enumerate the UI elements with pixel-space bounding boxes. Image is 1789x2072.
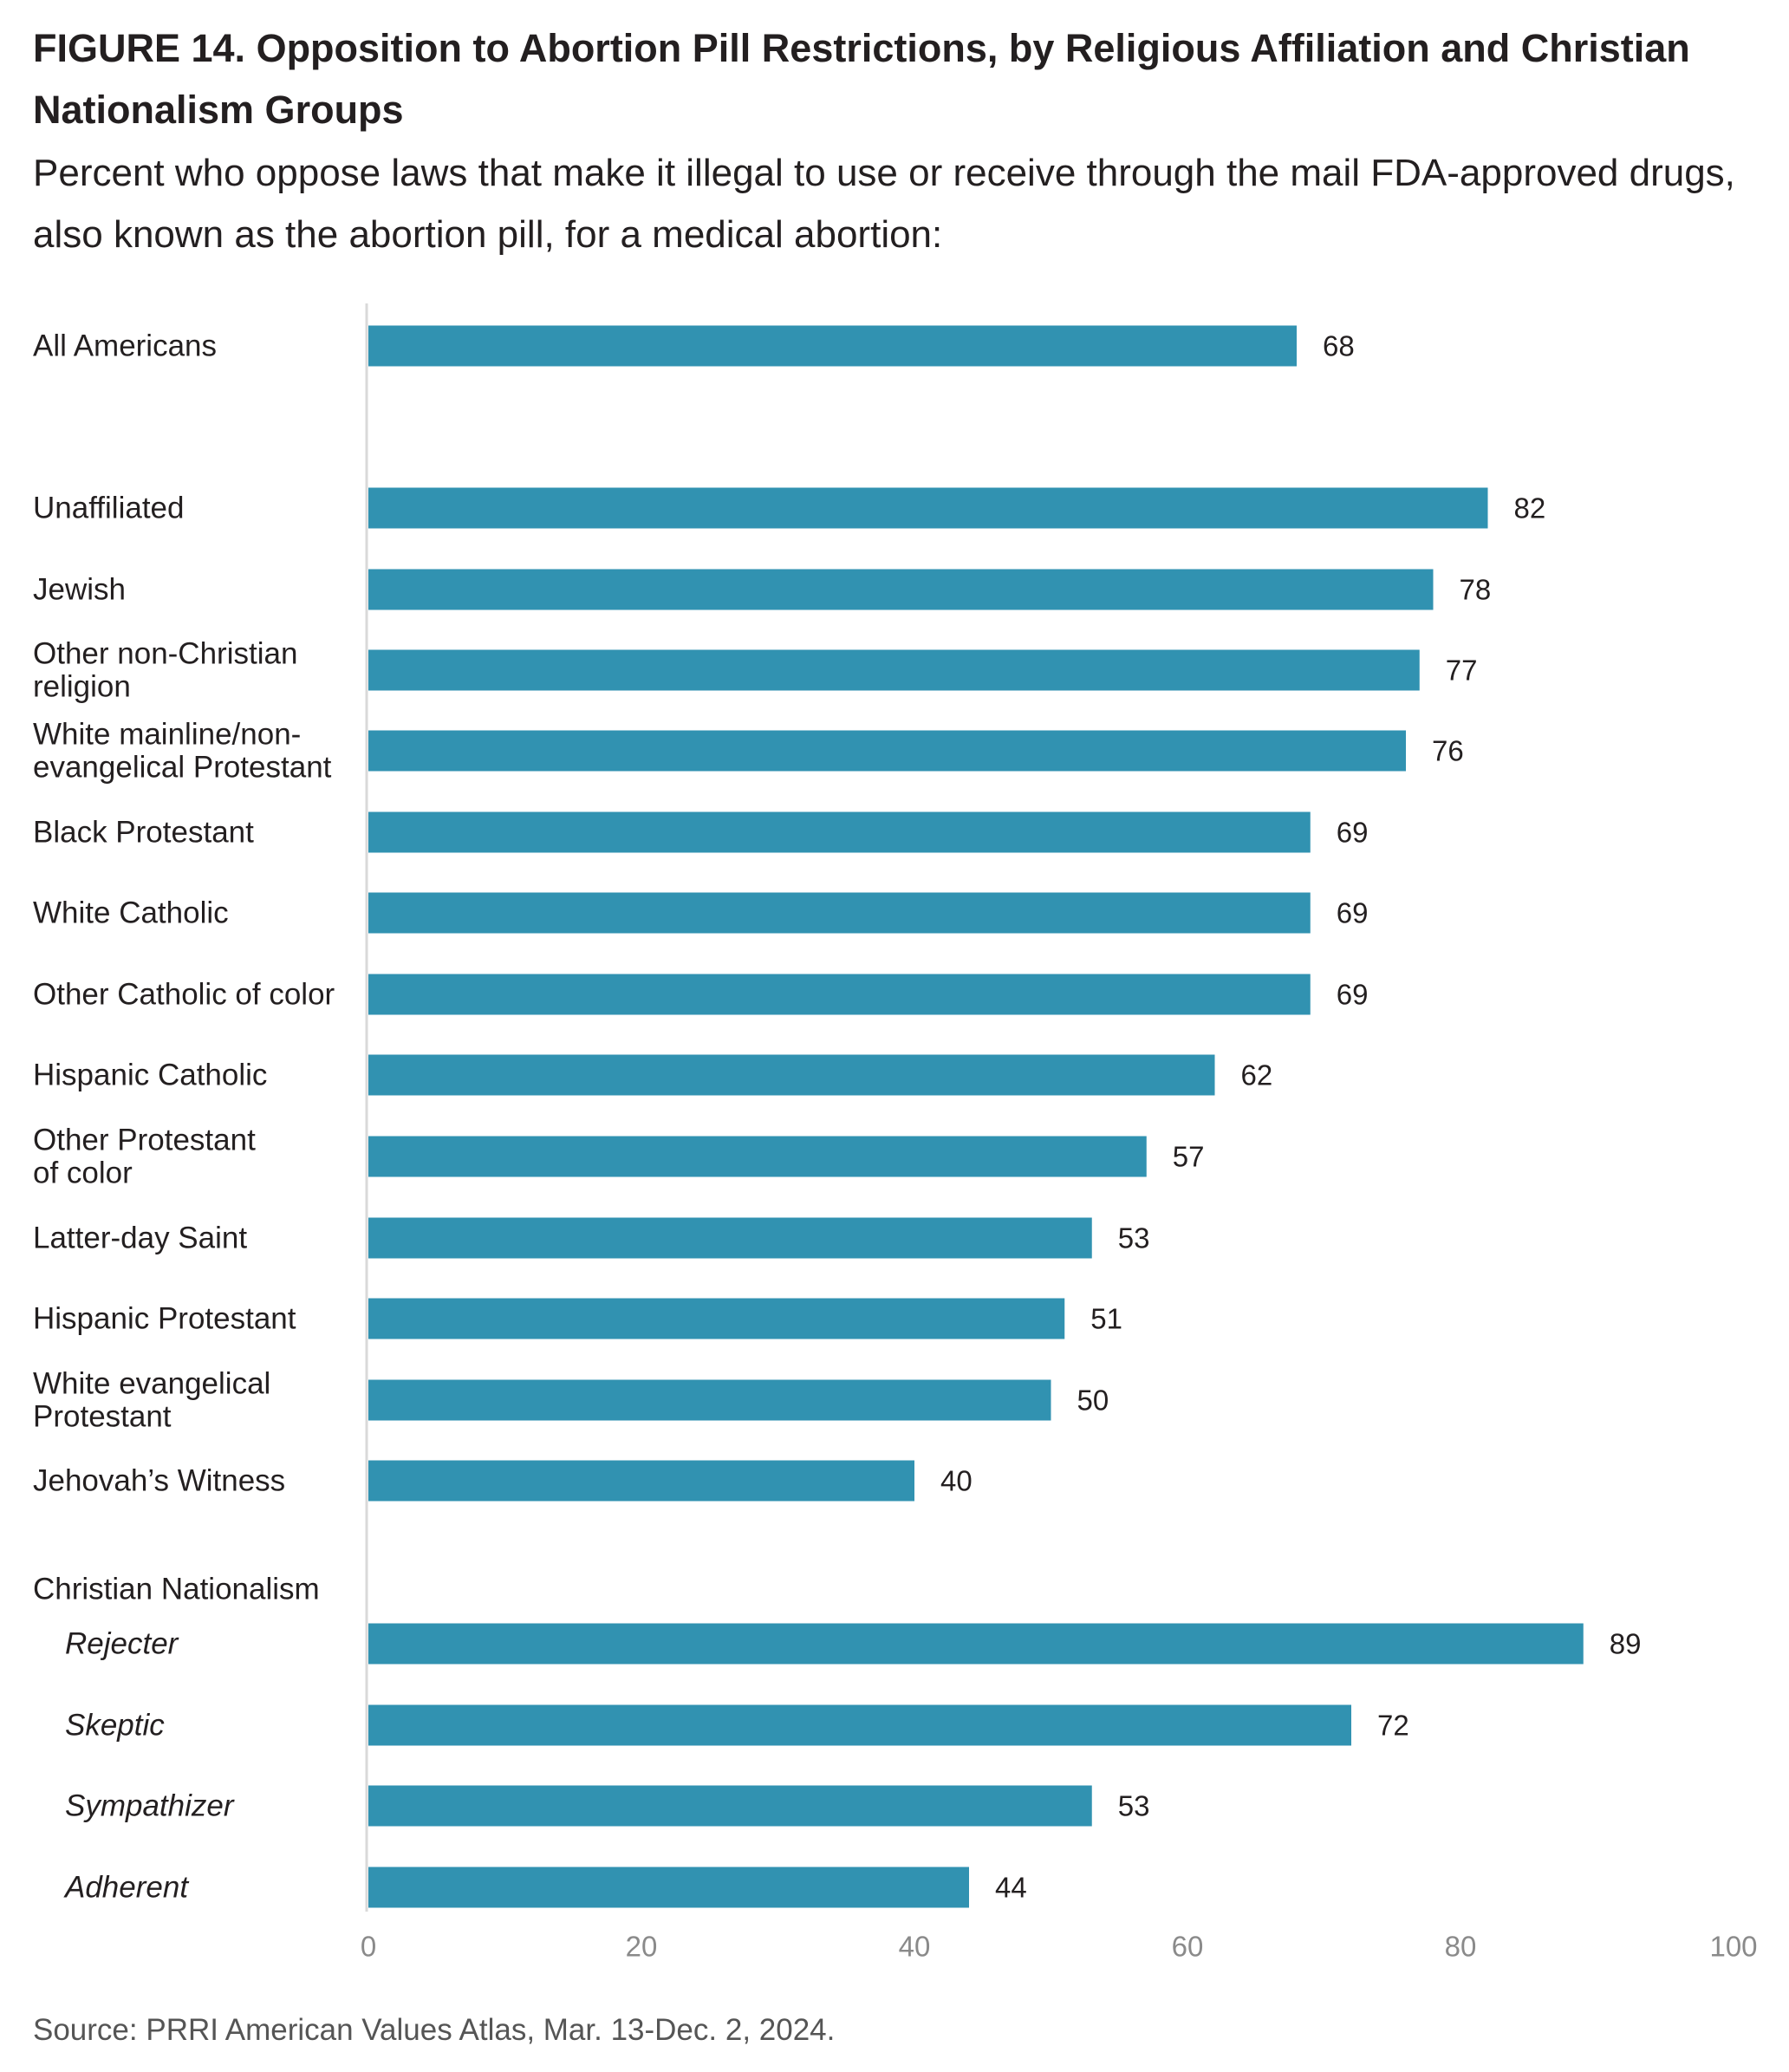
x-tick-label: 40	[899, 1931, 931, 1963]
group-header: Christian Nationalism	[33, 1573, 320, 1606]
bar	[368, 892, 1311, 934]
category-label: Black Protestant	[33, 816, 254, 850]
category-label: Sympathizer	[65, 1789, 235, 1823]
value-label: 62	[1241, 1059, 1273, 1091]
value-label: 78	[1460, 574, 1492, 606]
bar	[368, 325, 1297, 367]
bar	[368, 487, 1488, 529]
bar	[368, 730, 1406, 772]
source-note: Source: PRRI American Values Atlas, Mar.…	[33, 2013, 836, 2047]
category-label: Unaffiliated	[33, 492, 184, 525]
x-tick-label: 0	[361, 1931, 376, 1963]
category-label: White Catholic	[33, 896, 229, 930]
category-label: White evangelical Protestant	[33, 1367, 270, 1434]
bar	[368, 1867, 969, 1908]
x-tick-label: 80	[1445, 1931, 1477, 1963]
x-axis: 0 20 40 60 80 100	[361, 303, 1758, 1963]
category-label: Jewish	[33, 573, 126, 607]
category-label: Skeptic	[65, 1709, 165, 1743]
value-label: 72	[1377, 1710, 1409, 1742]
bar	[368, 1136, 1147, 1177]
category-label: All Americans	[33, 329, 217, 363]
category-label: Hispanic Catholic	[33, 1059, 267, 1092]
bar	[368, 1460, 914, 1502]
category-label: Other non-Christian religion	[33, 637, 297, 704]
bars-layer	[368, 325, 1584, 1908]
bar-chart: All Americans Unaffiliated Jewish Other non…	[33, 303, 1758, 1963]
value-label: 51	[1090, 1303, 1122, 1335]
value-label: 89	[1610, 1628, 1642, 1660]
bar	[368, 1704, 1351, 1746]
category-label: Other Protestant of color	[33, 1124, 256, 1190]
bar	[368, 569, 1434, 610]
value-label: 68	[1323, 330, 1355, 362]
bar	[368, 1217, 1092, 1259]
value-label: 50	[1077, 1385, 1109, 1417]
bar	[368, 649, 1420, 691]
value-label: 40	[940, 1465, 973, 1497]
value-label: 69	[1337, 979, 1369, 1011]
bar	[368, 811, 1311, 853]
bar	[368, 1379, 1051, 1421]
bar	[368, 1785, 1092, 1827]
value-labels: 68 82 78 77 76 69 69 69 62 57 53 51 50 40 89 72 53 44	[940, 330, 1641, 1904]
value-label: 53	[1118, 1790, 1150, 1822]
category-label: Latter-day Saint	[33, 1222, 247, 1255]
category-label: Rejecter	[65, 1627, 179, 1661]
value-label: 44	[995, 1872, 1027, 1904]
x-tick-label: 60	[1172, 1931, 1204, 1963]
category-labels: All Americans Unaffiliated Jewish Other non…	[33, 329, 335, 1905]
value-label: 82	[1514, 492, 1546, 525]
category-label: Other Catholic of color	[33, 978, 335, 1012]
category-label: Jehovah’s Witness	[33, 1464, 285, 1498]
value-label: 69	[1337, 817, 1369, 849]
chart-subtitle: Percent who oppose laws that make it ill…	[33, 152, 1735, 256]
bar	[368, 974, 1311, 1015]
value-label: 53	[1118, 1222, 1150, 1254]
value-label: 57	[1173, 1141, 1205, 1173]
value-label: 77	[1446, 655, 1478, 687]
bar	[368, 1054, 1215, 1096]
category-label: Hispanic Protestant	[33, 1302, 296, 1336]
bar	[368, 1298, 1065, 1339]
category-label: White mainline/non-evangelical Protestan…	[33, 718, 332, 785]
chart-title: FIGURE 14. Opposition to Abortion Pill R…	[33, 26, 1690, 132]
value-label: 76	[1432, 735, 1464, 767]
x-tick-label: 100	[1709, 1931, 1757, 1963]
value-label: 69	[1337, 897, 1369, 929]
category-label: Adherent	[63, 1871, 189, 1905]
bar	[368, 1623, 1584, 1665]
x-tick-label: 20	[626, 1931, 658, 1963]
